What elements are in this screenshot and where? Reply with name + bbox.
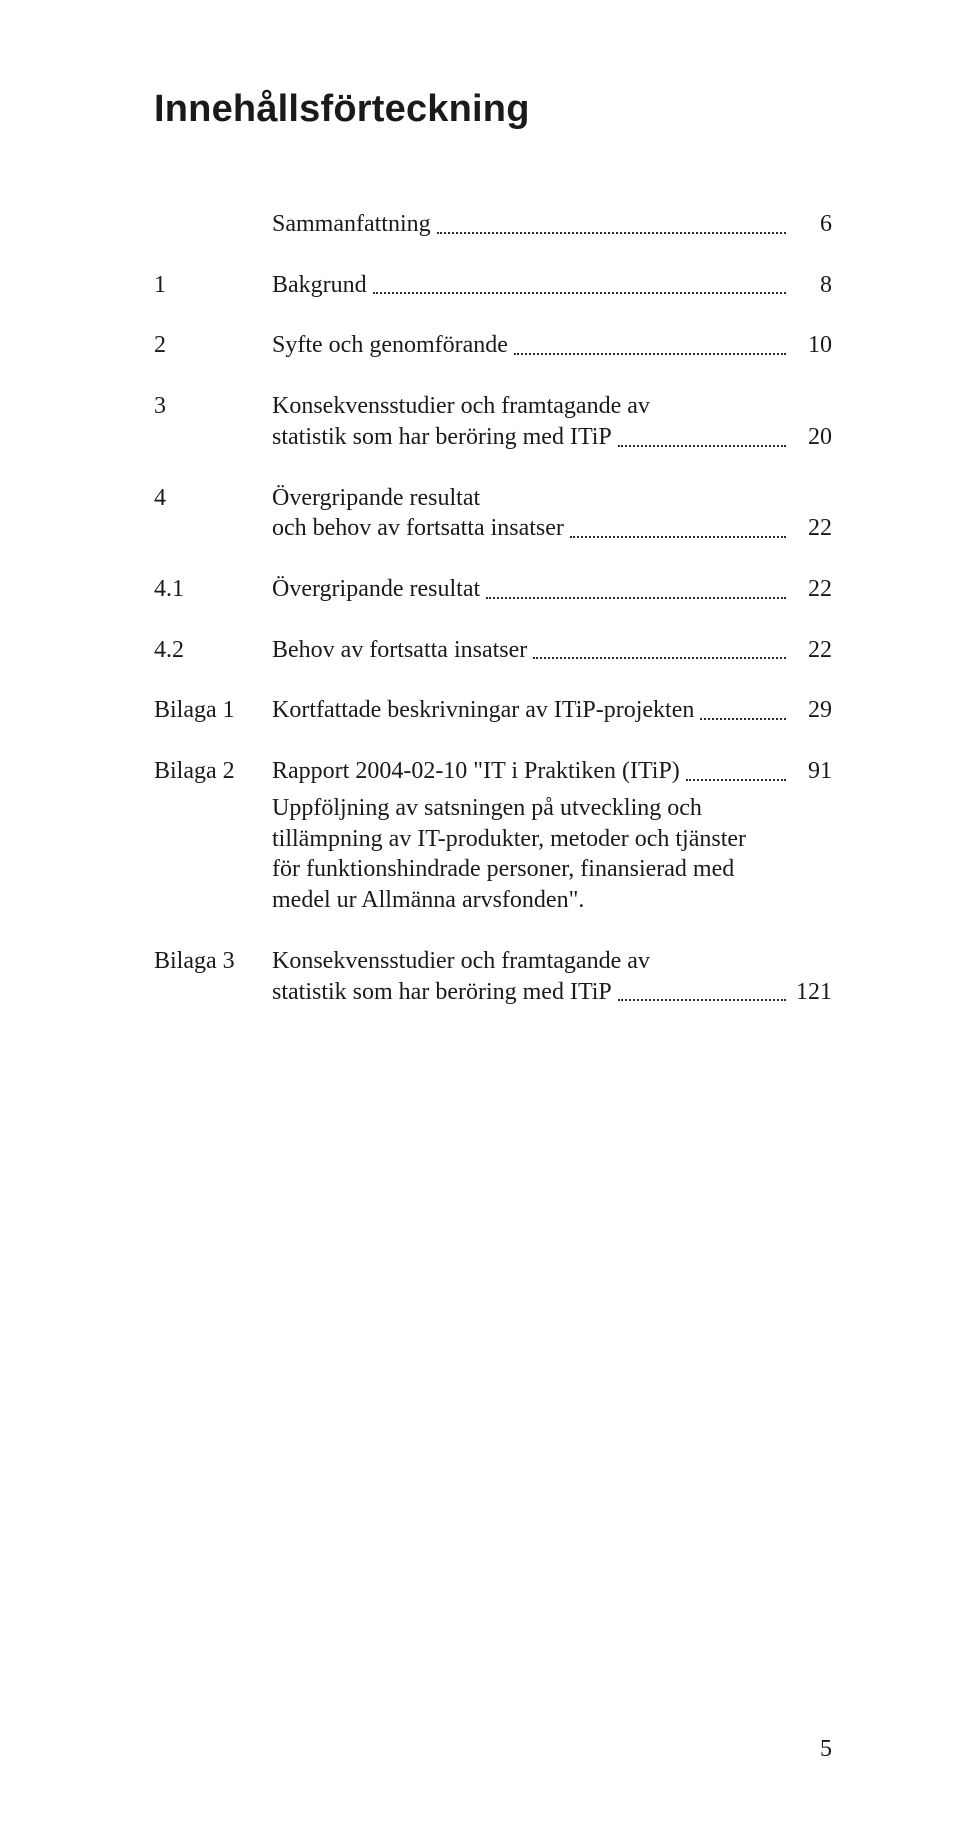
- indent: [154, 824, 272, 855]
- toc-entry: 1 Bakgrund 8: [154, 270, 832, 301]
- toc-number: Bilaga 1: [154, 695, 272, 726]
- toc-label: Kortfattade beskrivningar av ITiP-projek…: [272, 695, 694, 726]
- toc-label-cont: Uppföljning av satsningen på utveckling …: [272, 793, 702, 824]
- toc-number: Bilaga 2: [154, 756, 272, 787]
- indent: [154, 885, 272, 916]
- toc-label-cont: statistik som har beröring med ITiP: [272, 422, 612, 453]
- toc-page: 22: [792, 635, 832, 666]
- toc-entry: 3 Konsekvensstudier och framtagande av s…: [154, 391, 832, 452]
- toc-label: Behov av fortsatta insatser: [272, 635, 527, 666]
- dot-leader: [618, 998, 786, 1001]
- toc-entry: Bilaga 1 Kortfattade beskrivningar av IT…: [154, 695, 832, 726]
- toc-entry: 4.2 Behov av fortsatta insatser 22: [154, 635, 832, 666]
- toc-entry: 4.1 Övergripande resultat 22: [154, 574, 832, 605]
- toc-page: 121: [792, 977, 832, 1008]
- toc-number: Bilaga 3: [154, 946, 272, 977]
- toc-page: 22: [792, 513, 832, 544]
- dot-leader: [486, 596, 786, 599]
- toc-label: Konsekvensstudier och framtagande av: [272, 391, 650, 422]
- toc-number: 4.1: [154, 574, 272, 605]
- toc-label: Övergripande resultat: [272, 574, 480, 605]
- indent: [154, 854, 272, 885]
- dot-leader: [618, 444, 786, 447]
- dot-leader: [514, 352, 786, 355]
- toc-label-cont: för funktionshindrade personer, finansie…: [272, 854, 734, 885]
- toc-entry: Sammanfattning 6: [154, 209, 832, 240]
- toc-label: Syfte och genomförande: [272, 330, 508, 361]
- table-of-contents: Sammanfattning 6 1 Bakgrund 8 2 Syfte oc…: [154, 209, 832, 1007]
- page-title: Innehållsförteckning: [154, 88, 832, 131]
- toc-entry: 2 Syfte och genomförande 10: [154, 330, 832, 361]
- toc-page: 91: [792, 756, 832, 787]
- toc-number: 4: [154, 483, 272, 514]
- dot-leader: [700, 717, 786, 720]
- toc-label-cont: tillämpning av IT-produkter, metoder och…: [272, 824, 746, 855]
- toc-label: Rapport 2004-02-10 "IT i Praktiken (ITiP…: [272, 756, 680, 787]
- toc-label: Sammanfattning: [272, 209, 431, 240]
- toc-entry: Bilaga 3 Konsekvensstudier och framtagan…: [154, 946, 832, 1007]
- toc-label-cont: och behov av fortsatta insatser: [272, 513, 564, 544]
- toc-entry: 4 Övergripande resultat och behov av for…: [154, 483, 832, 544]
- dot-leader: [533, 656, 786, 659]
- toc-entry: Bilaga 2 Rapport 2004-02-10 "IT i Prakti…: [154, 756, 832, 916]
- indent: [154, 793, 272, 824]
- toc-label: Konsekvensstudier och framtagande av: [272, 946, 650, 977]
- dot-leader: [437, 231, 786, 234]
- toc-page: 20: [792, 422, 832, 453]
- toc-number: 3: [154, 391, 272, 422]
- toc-page: 22: [792, 574, 832, 605]
- toc-label-cont: statistik som har beröring med ITiP: [272, 977, 612, 1008]
- toc-number: 4.2: [154, 635, 272, 666]
- dot-leader: [373, 291, 786, 294]
- toc-number: 1: [154, 270, 272, 301]
- document-page: Innehållsförteckning Sammanfattning 6 1 …: [0, 0, 960, 1835]
- toc-label: Övergripande resultat: [272, 483, 480, 514]
- dot-leader: [570, 535, 786, 538]
- toc-page: 8: [792, 270, 832, 301]
- toc-label: Bakgrund: [272, 270, 367, 301]
- toc-label-cont: medel ur Allmänna arvsfonden".: [272, 885, 584, 916]
- dot-leader: [686, 778, 786, 781]
- toc-page: 10: [792, 330, 832, 361]
- toc-page: 29: [792, 695, 832, 726]
- page-number: 5: [820, 1736, 832, 1763]
- toc-page: 6: [792, 209, 832, 240]
- toc-number: 2: [154, 330, 272, 361]
